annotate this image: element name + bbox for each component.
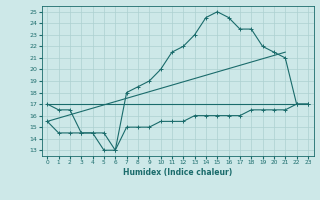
X-axis label: Humidex (Indice chaleur): Humidex (Indice chaleur) [123, 168, 232, 177]
